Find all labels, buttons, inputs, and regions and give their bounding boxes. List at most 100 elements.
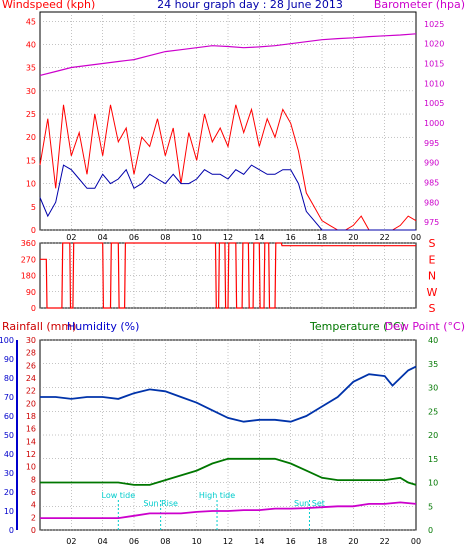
- temperature-tick-label: 20: [428, 431, 438, 440]
- rain-tick-label: 14: [26, 437, 36, 446]
- wind-tick-label: 30: [26, 87, 36, 96]
- wind-x-tick-label: 20: [348, 233, 358, 242]
- rain-tick-label: 20: [26, 399, 36, 408]
- barometer-tick-label: 1020: [424, 40, 444, 49]
- humidity-tick-label: 30: [4, 469, 14, 478]
- temp-x-tick-label: 10: [192, 537, 202, 546]
- temperature-axis-label: Temperature (°C): [309, 320, 405, 333]
- humidity-tick-label: 20: [4, 488, 14, 497]
- humidity-tick-label: 100: [0, 336, 14, 345]
- compass-label: S: [429, 302, 436, 315]
- barometer-tick-label: 1010: [424, 79, 444, 88]
- barometer-tick-label: 1025: [424, 20, 444, 29]
- humidity-tick-label: 0: [9, 526, 14, 535]
- event-label: Sun Rise: [143, 499, 178, 508]
- humidity-tick-label: 40: [4, 450, 14, 459]
- wind-x-tick-label: 16: [286, 233, 296, 242]
- temp-x-tick-label: 02: [66, 537, 76, 546]
- barometer-tick-label: 975: [424, 218, 439, 227]
- barometer-tick-label: 1000: [424, 119, 444, 128]
- rain-tick-label: 12: [26, 450, 36, 459]
- compass-label: W: [427, 286, 438, 299]
- event-label: Low tide: [102, 491, 136, 500]
- wind-tick-label: 40: [26, 40, 36, 49]
- rain-tick-label: 22: [26, 387, 36, 396]
- temp-x-tick-label: 16: [286, 537, 296, 546]
- temp-x-tick-label: 00: [411, 537, 421, 546]
- wind-tick-label: 0: [31, 226, 36, 235]
- wind-x-tick-label: 02: [66, 233, 76, 242]
- event-label: High tide: [199, 491, 235, 500]
- humidity-tick-label: 60: [4, 412, 14, 421]
- temperature-tick-label: 15: [428, 455, 438, 464]
- rain-tick-label: 0: [31, 526, 36, 535]
- humidity-tick-label: 70: [4, 393, 14, 402]
- rain-tick-label: 2: [31, 513, 36, 522]
- series-line-barometer: [39, 33, 417, 76]
- temperature-tick-label: 35: [428, 360, 438, 369]
- rain-tick-label: 26: [26, 361, 36, 370]
- rain-tick-label: 28: [26, 349, 36, 358]
- wind-x-tick-label: 08: [160, 233, 170, 242]
- series-line-direction: [40, 242, 416, 309]
- barometer-axis-label: Barometer (hpa): [374, 0, 465, 11]
- wind-x-tick-label: 04: [98, 233, 108, 242]
- series-line-wind-gust: [39, 104, 417, 231]
- rain-tick-label: 16: [26, 425, 36, 434]
- wind-x-tick-label: 06: [129, 233, 139, 242]
- temperature-tick-label: 25: [428, 407, 438, 416]
- series-line-humidity: [40, 365, 417, 423]
- temp-x-tick-label: 04: [98, 537, 108, 546]
- chart-marks: 0510152025303540459759809859909951000100…: [0, 11, 444, 546]
- humidity-tick-label: 10: [4, 507, 14, 516]
- wind-tick-label: 25: [26, 110, 36, 119]
- barometer-tick-label: 980: [424, 198, 439, 207]
- rain-axis-label: Rainfall (mm): [2, 320, 76, 333]
- wind-x-tick-label: 12: [223, 233, 233, 242]
- temperature-tick-label: 40: [428, 336, 438, 345]
- direction-tick-label: 270: [21, 255, 36, 264]
- direction-tick-label: 180: [21, 272, 36, 281]
- barometer-tick-label: 995: [424, 139, 439, 148]
- humidity-tick-label: 90: [4, 355, 14, 364]
- humidity-tick-label: 80: [4, 374, 14, 383]
- series-line-temperature: [40, 457, 417, 486]
- rain-tick-label: 8: [31, 475, 36, 484]
- temp-x-tick-label: 06: [129, 537, 139, 546]
- direction-tick-label: 360: [21, 239, 36, 248]
- wind-x-tick-label: 22: [380, 233, 390, 242]
- barometer-tick-label: 1015: [424, 60, 444, 69]
- temperature-tick-label: 10: [428, 479, 438, 488]
- dewpoint-axis-label: Dew Point (°C): [385, 320, 465, 333]
- temp-x-tick-label: 08: [160, 537, 170, 546]
- barometer-tick-label: 985: [424, 178, 439, 187]
- temp-x-tick-label: 14: [254, 537, 264, 546]
- wind-x-tick-label: 00: [411, 233, 421, 242]
- direction-tick-label: 90: [26, 288, 36, 297]
- wind-tick-label: 45: [26, 17, 36, 26]
- wind-tick-label: 10: [26, 180, 36, 189]
- temperature-tick-label: 30: [428, 384, 438, 393]
- wind-axis-label: Windspeed (kph): [2, 0, 95, 11]
- wind-x-tick-label: 14: [254, 233, 264, 242]
- wind-tick-label: 20: [26, 133, 36, 142]
- direction-tick-label: 0: [31, 304, 36, 313]
- rain-tick-label: 18: [26, 412, 36, 421]
- temp-x-tick-label: 20: [348, 537, 358, 546]
- rain-tick-label: 6: [31, 488, 36, 497]
- temperature-tick-label: 0: [428, 526, 433, 535]
- humidity-tick-label: 50: [4, 431, 14, 440]
- temp-x-tick-label: 18: [317, 537, 327, 546]
- barometer-tick-label: 990: [424, 159, 439, 168]
- temp-panel-frame: [39, 339, 417, 531]
- wind-tick-label: 5: [31, 203, 36, 212]
- temperature-tick-label: 5: [428, 502, 433, 511]
- rain-tick-label: 24: [26, 374, 36, 383]
- compass-label: N: [428, 270, 436, 283]
- temp-x-tick-label: 22: [380, 537, 390, 546]
- rain-tick-label: 4: [31, 501, 36, 510]
- compass-label: E: [429, 253, 436, 266]
- wind-tick-label: 35: [26, 64, 36, 73]
- compass-label: S: [429, 237, 436, 250]
